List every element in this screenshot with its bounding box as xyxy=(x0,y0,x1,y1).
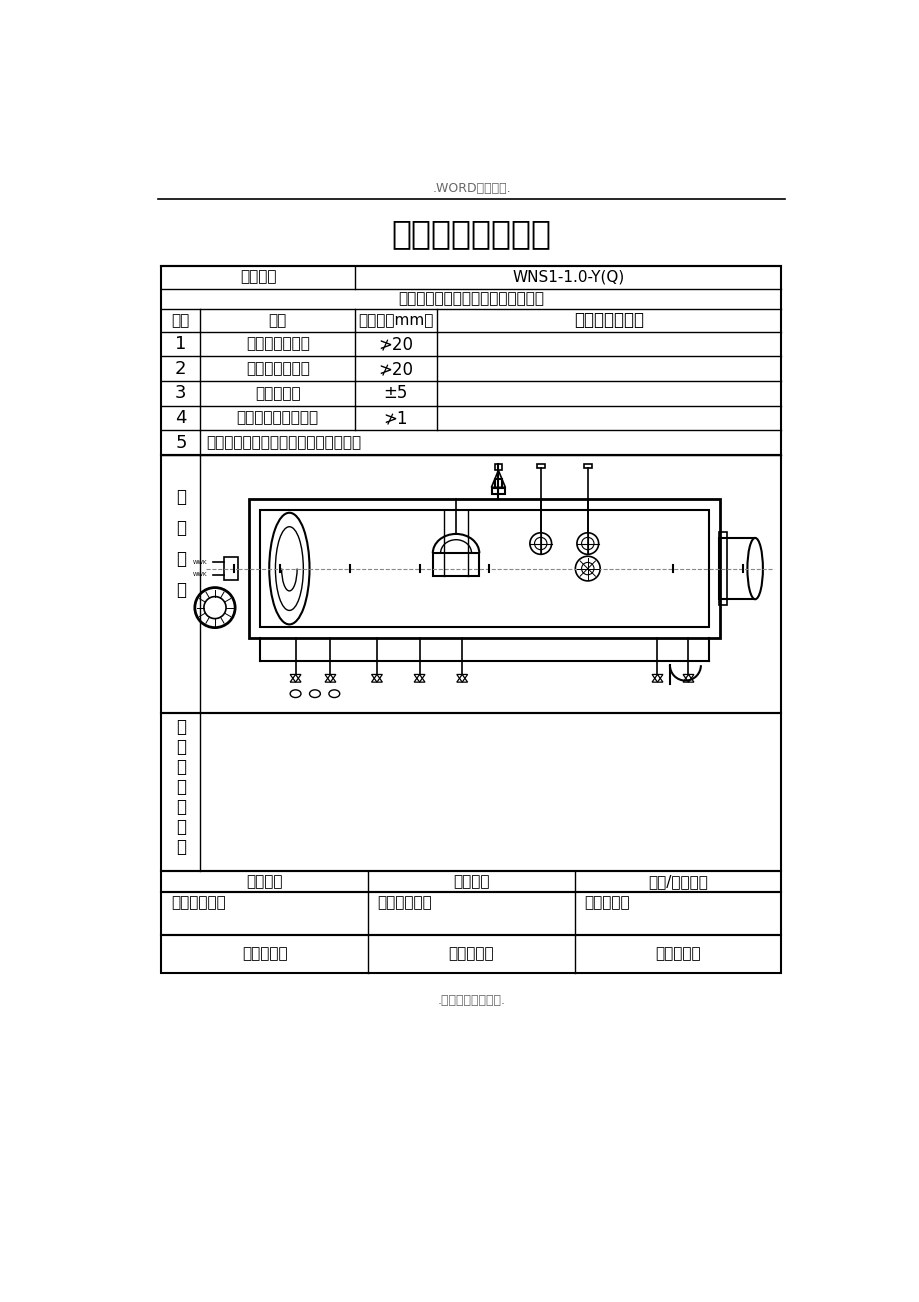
Text: 1: 1 xyxy=(175,335,187,353)
Bar xyxy=(260,509,708,628)
Text: 锅炉安装基础基准线与建筑轴线距离: 锅炉安装基础基准线与建筑轴线距离 xyxy=(398,292,544,306)
Bar xyxy=(162,713,780,871)
Text: ≯1: ≯1 xyxy=(383,409,408,427)
Bar xyxy=(162,935,780,973)
Text: 问: 问 xyxy=(176,717,186,736)
Text: 横向基准中心线: 横向基准中心线 xyxy=(245,361,310,376)
Text: 4: 4 xyxy=(175,409,187,427)
Text: WWK: WWK xyxy=(192,560,207,565)
Text: 施工单位: 施工单位 xyxy=(246,874,282,889)
Text: 础: 础 xyxy=(176,519,186,538)
Bar xyxy=(584,465,591,469)
Text: 年　月　日: 年 月 日 xyxy=(448,947,494,961)
Text: 2: 2 xyxy=(175,359,187,378)
Bar xyxy=(537,465,544,469)
Bar xyxy=(162,266,780,454)
Bar xyxy=(494,479,502,488)
Text: 项目: 项目 xyxy=(268,312,287,328)
Text: 年　月　日: 年 月 日 xyxy=(654,947,700,961)
Text: 基: 基 xyxy=(176,488,186,506)
Text: 各基准线间相对偏移: 各基准线间相对偏移 xyxy=(236,410,319,426)
Text: 图: 图 xyxy=(176,581,186,599)
Text: 允许差（mm）: 允许差（mm） xyxy=(357,312,433,328)
Ellipse shape xyxy=(746,538,762,599)
Text: .专业知识编辑整理.: .专业知识编辑整理. xyxy=(437,993,505,1006)
Bar xyxy=(162,871,780,892)
Text: 年　月　日: 年 月 日 xyxy=(242,947,287,961)
Text: 理: 理 xyxy=(176,798,186,816)
Text: 见: 见 xyxy=(176,838,186,855)
Text: 序号: 序号 xyxy=(172,312,190,328)
Bar xyxy=(492,488,504,493)
Text: 总包单位: 总包单位 xyxy=(452,874,489,889)
Text: 题: 题 xyxy=(176,738,186,756)
Text: ≯20: ≯20 xyxy=(378,335,413,353)
Text: 简: 简 xyxy=(176,549,186,568)
Text: 5: 5 xyxy=(175,434,187,452)
Text: 锅炉型号: 锅炉型号 xyxy=(240,270,277,285)
Text: 专业工程师：: 专业工程师： xyxy=(377,896,431,910)
Bar xyxy=(224,557,238,581)
Text: 处: 处 xyxy=(176,777,186,796)
Text: 现场代表：: 现场代表： xyxy=(584,896,629,910)
Bar xyxy=(432,553,479,577)
Bar xyxy=(162,454,780,713)
Text: .WORD完美格式.: .WORD完美格式. xyxy=(432,182,510,195)
Bar xyxy=(162,892,780,935)
Bar xyxy=(249,499,719,638)
Text: 意: 意 xyxy=(176,818,186,836)
Text: 检　查　结　果: 检 查 结 果 xyxy=(573,311,643,329)
Text: ≯20: ≯20 xyxy=(378,359,413,378)
Bar xyxy=(719,538,753,599)
Text: WWK: WWK xyxy=(192,573,207,577)
Text: 技术负责人：: 技术负责人： xyxy=(171,896,225,910)
Text: 纵向基准中心线: 纵向基准中心线 xyxy=(245,337,310,352)
Text: 3: 3 xyxy=(175,384,187,402)
Text: 监理/建设单位: 监理/建设单位 xyxy=(647,874,708,889)
Text: 及: 及 xyxy=(176,758,186,776)
Text: ±5: ±5 xyxy=(383,384,408,402)
Text: 辅机、附属设备基础放线检查参照此表: 辅机、附属设备基础放线检查参照此表 xyxy=(206,435,361,450)
Text: 基础放线检查记录: 基础放线检查记录 xyxy=(391,216,550,250)
Text: WNS1-1.0-Y(Q): WNS1-1.0-Y(Q) xyxy=(512,270,624,285)
Bar xyxy=(494,465,501,470)
Bar xyxy=(719,531,726,605)
Text: 标高基准线: 标高基准线 xyxy=(255,385,301,401)
